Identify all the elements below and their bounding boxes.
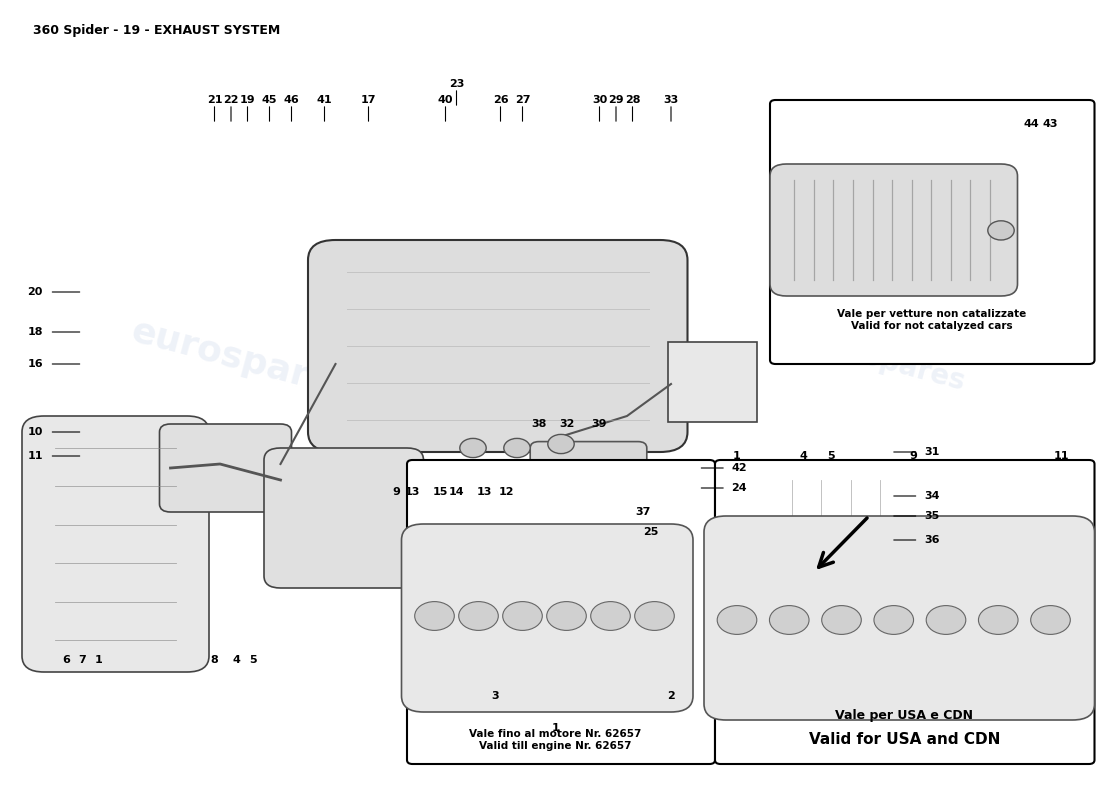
FancyBboxPatch shape bbox=[22, 416, 209, 672]
Text: 38: 38 bbox=[531, 419, 547, 429]
FancyBboxPatch shape bbox=[668, 342, 757, 422]
Text: 3: 3 bbox=[492, 691, 498, 701]
Text: 34: 34 bbox=[924, 491, 939, 501]
Circle shape bbox=[635, 602, 674, 630]
Text: 44: 44 bbox=[1024, 119, 1040, 129]
Circle shape bbox=[822, 606, 861, 634]
Text: 46: 46 bbox=[284, 95, 299, 105]
Text: 33: 33 bbox=[663, 95, 679, 105]
FancyBboxPatch shape bbox=[407, 460, 715, 764]
Text: 32: 32 bbox=[559, 419, 574, 429]
Text: 17: 17 bbox=[361, 95, 376, 105]
Text: 30: 30 bbox=[592, 95, 607, 105]
FancyBboxPatch shape bbox=[704, 516, 1094, 720]
Text: 22: 22 bbox=[223, 95, 239, 105]
Text: 25: 25 bbox=[644, 527, 659, 537]
Circle shape bbox=[415, 602, 454, 630]
Circle shape bbox=[591, 602, 630, 630]
Text: 45: 45 bbox=[262, 95, 277, 105]
Text: 41: 41 bbox=[317, 95, 332, 105]
FancyBboxPatch shape bbox=[782, 473, 895, 531]
Circle shape bbox=[873, 606, 913, 634]
Text: 14: 14 bbox=[449, 487, 464, 497]
Text: 36: 36 bbox=[924, 535, 939, 545]
Text: 21: 21 bbox=[207, 95, 222, 105]
Text: 28: 28 bbox=[625, 95, 640, 105]
Text: 18: 18 bbox=[28, 327, 43, 337]
Text: 16: 16 bbox=[28, 359, 43, 369]
Circle shape bbox=[547, 602, 586, 630]
Text: 1: 1 bbox=[95, 655, 103, 665]
Text: 11: 11 bbox=[1054, 451, 1069, 461]
Text: 40: 40 bbox=[438, 95, 453, 105]
Text: eurospares: eurospares bbox=[792, 324, 968, 396]
Circle shape bbox=[503, 602, 542, 630]
Text: 5: 5 bbox=[250, 655, 256, 665]
Text: Vale per USA e CDN: Vale per USA e CDN bbox=[835, 710, 974, 722]
Text: 12: 12 bbox=[498, 487, 514, 497]
FancyBboxPatch shape bbox=[308, 240, 688, 452]
Text: Vale fino al motore Nr. 62657
Valid till engine Nr. 62657: Vale fino al motore Nr. 62657 Valid till… bbox=[470, 730, 641, 750]
Text: 5: 5 bbox=[827, 451, 834, 461]
Text: 1: 1 bbox=[733, 451, 741, 461]
Text: Vale per vetture non catalizzate
Valid for not catalyzed cars: Vale per vetture non catalizzate Valid f… bbox=[837, 309, 1026, 331]
Text: 9: 9 bbox=[909, 451, 917, 461]
Text: 23: 23 bbox=[449, 79, 464, 89]
Text: 37: 37 bbox=[636, 507, 651, 517]
Text: eurospares: eurospares bbox=[128, 314, 356, 406]
FancyBboxPatch shape bbox=[770, 100, 1094, 364]
Text: 15: 15 bbox=[432, 487, 448, 497]
Text: 4: 4 bbox=[799, 451, 807, 461]
Text: 13: 13 bbox=[476, 487, 492, 497]
Text: 6: 6 bbox=[62, 655, 70, 665]
Circle shape bbox=[926, 606, 966, 634]
Circle shape bbox=[504, 438, 530, 458]
Text: 20: 20 bbox=[28, 287, 43, 297]
Circle shape bbox=[548, 434, 574, 454]
FancyBboxPatch shape bbox=[715, 460, 1094, 764]
FancyBboxPatch shape bbox=[402, 524, 693, 712]
Text: 31: 31 bbox=[924, 447, 939, 457]
Text: 27: 27 bbox=[515, 95, 530, 105]
Text: 7: 7 bbox=[78, 655, 87, 665]
Text: 26: 26 bbox=[493, 95, 508, 105]
Circle shape bbox=[460, 438, 486, 458]
Text: 39: 39 bbox=[592, 419, 607, 429]
Text: 24: 24 bbox=[732, 483, 747, 493]
FancyBboxPatch shape bbox=[264, 448, 424, 588]
Text: 42: 42 bbox=[732, 463, 747, 473]
Circle shape bbox=[1031, 606, 1070, 634]
Text: 29: 29 bbox=[608, 95, 624, 105]
Text: 8: 8 bbox=[210, 655, 219, 665]
Text: 19: 19 bbox=[240, 95, 255, 105]
Text: 9: 9 bbox=[392, 487, 400, 497]
Text: 10: 10 bbox=[28, 427, 43, 437]
Text: 35: 35 bbox=[924, 511, 939, 521]
Circle shape bbox=[769, 606, 808, 634]
Text: 2: 2 bbox=[667, 691, 675, 701]
Text: 43: 43 bbox=[1043, 119, 1058, 129]
FancyBboxPatch shape bbox=[770, 164, 1018, 296]
FancyBboxPatch shape bbox=[530, 442, 647, 502]
Text: 1: 1 bbox=[551, 723, 560, 733]
Circle shape bbox=[988, 221, 1014, 240]
Circle shape bbox=[717, 606, 757, 634]
Text: 11: 11 bbox=[28, 451, 43, 461]
Circle shape bbox=[459, 602, 498, 630]
Text: 13: 13 bbox=[405, 487, 420, 497]
FancyBboxPatch shape bbox=[160, 424, 292, 512]
Circle shape bbox=[979, 606, 1019, 634]
Text: 360 Spider - 19 - EXHAUST SYSTEM: 360 Spider - 19 - EXHAUST SYSTEM bbox=[33, 24, 280, 37]
Text: eurospares: eurospares bbox=[491, 450, 719, 542]
Text: Valid for USA and CDN: Valid for USA and CDN bbox=[808, 733, 1000, 747]
Text: 4: 4 bbox=[232, 655, 241, 665]
